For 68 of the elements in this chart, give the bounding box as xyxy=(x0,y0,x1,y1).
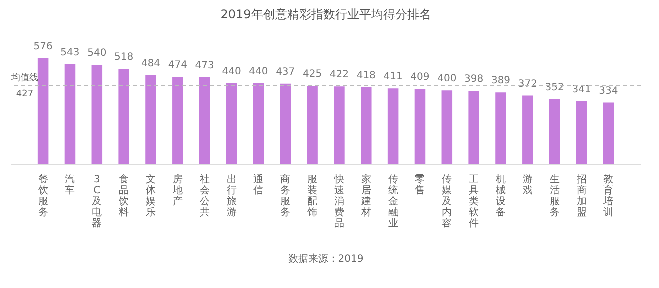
data-label: 400 xyxy=(438,74,457,85)
bar xyxy=(442,90,453,164)
data-label: 440 xyxy=(249,66,268,78)
x-tick-label: 通信 xyxy=(254,174,264,196)
bar xyxy=(522,96,534,164)
bar xyxy=(307,86,318,164)
x-tick-label: 服装配饰 xyxy=(306,174,318,218)
bar xyxy=(280,84,291,164)
bar xyxy=(549,99,560,164)
bar xyxy=(226,83,238,164)
x-tick-label: 房地产 xyxy=(172,174,183,208)
x-tick-label: 餐饮服务 xyxy=(37,174,48,218)
data-label: 409 xyxy=(410,72,430,84)
data-label: 484 xyxy=(141,58,161,70)
bar xyxy=(334,86,345,164)
data-label: 473 xyxy=(195,60,214,72)
data-label: 334 xyxy=(599,86,618,97)
bar xyxy=(118,69,130,164)
x-tick-label: 文体娱乐 xyxy=(146,174,156,218)
data-label: 411 xyxy=(384,72,403,83)
bar xyxy=(468,91,480,164)
data-label: 576 xyxy=(34,41,53,52)
chart-title: 2019年创意精彩指数行业平均得分排名 xyxy=(220,7,432,22)
bar xyxy=(361,87,372,164)
data-label: 398 xyxy=(464,74,484,86)
x-tick-label: 汽车 xyxy=(65,174,76,196)
x-tick-label: 教育培训 xyxy=(602,174,614,218)
data-label: 437 xyxy=(276,66,296,78)
bar xyxy=(576,101,588,164)
data-label: 518 xyxy=(114,52,134,64)
bar xyxy=(64,64,76,164)
annotation: 427 xyxy=(16,90,34,100)
data-label: 389 xyxy=(491,76,511,87)
data-label: 540 xyxy=(88,48,107,59)
x-tick-label: 家居建材 xyxy=(360,174,372,218)
bar xyxy=(603,102,614,164)
x-tick-label: 工具类软件 xyxy=(469,174,480,230)
x-tick-label: 机械设备 xyxy=(496,174,506,218)
x-tick-label: 零售 xyxy=(415,174,426,196)
data-label: 440 xyxy=(222,66,242,78)
x-tick-label: 食品饮料 xyxy=(118,174,130,218)
bar xyxy=(253,83,264,164)
x-tick-label: 社会公共 xyxy=(200,174,210,218)
bar xyxy=(38,58,49,164)
bar xyxy=(199,77,210,164)
bar xyxy=(146,75,156,164)
x-tick-label: 商务服务 xyxy=(280,174,291,218)
x-tick-label: 生活服务 xyxy=(550,174,560,218)
source-note: 数据来源：2019 xyxy=(288,253,364,265)
x-tick-label: 3C及电器 xyxy=(92,174,102,230)
bar xyxy=(414,89,426,164)
data-label: 352 xyxy=(545,82,564,94)
bar xyxy=(496,92,506,164)
x-tick-label: 游戏 xyxy=(522,174,533,196)
x-tick-label: 出行旅游 xyxy=(226,174,237,218)
bar xyxy=(172,77,184,164)
bar xyxy=(92,65,103,164)
data-label: 372 xyxy=(518,78,538,90)
data-label: 474 xyxy=(168,60,188,72)
x-tick-label: 招商加盟 xyxy=(576,174,587,218)
data-label: 418 xyxy=(356,70,376,82)
data-label: 422 xyxy=(330,70,350,81)
data-label: 543 xyxy=(60,47,80,58)
x-tick-label: 快速消费品 xyxy=(333,174,344,230)
x-tick-label: 传媒及内容 xyxy=(442,174,452,230)
x-tick-label: 传统金融业 xyxy=(388,174,398,230)
bar xyxy=(388,88,399,164)
data-label: 425 xyxy=(302,69,322,80)
